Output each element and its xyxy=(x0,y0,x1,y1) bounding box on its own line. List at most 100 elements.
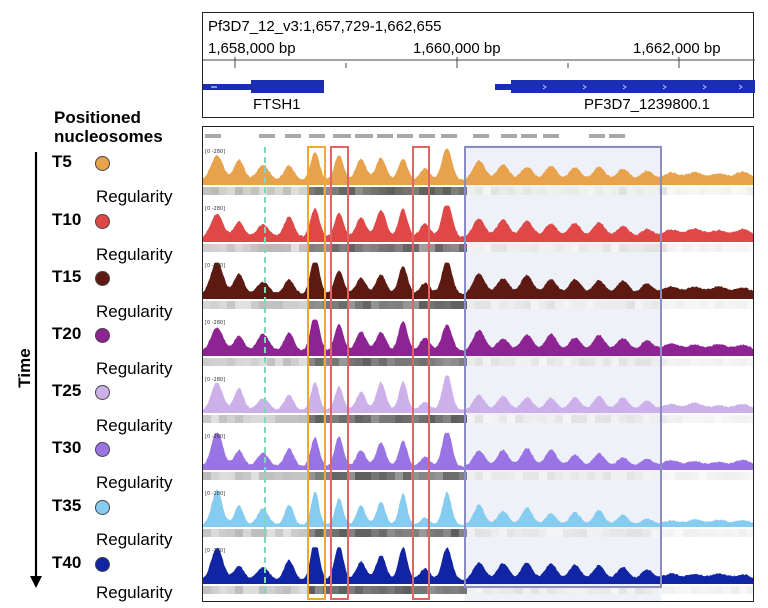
regularity-cell xyxy=(627,358,635,366)
regularity-cell xyxy=(579,415,587,423)
regularity-cell xyxy=(235,358,243,366)
regularity-cell xyxy=(539,529,547,537)
regularity-cell xyxy=(371,472,379,480)
ruler-and-genes xyxy=(203,57,755,93)
regularity-cell xyxy=(643,586,651,594)
regularity-cell xyxy=(339,415,347,423)
regularity-cell xyxy=(539,358,547,366)
regularity-cell xyxy=(531,415,539,423)
regularity-cell xyxy=(531,586,539,594)
regularity-cell xyxy=(523,358,531,366)
regularity-cell xyxy=(523,529,531,537)
regularity-cell xyxy=(635,472,643,480)
regularity-cell xyxy=(379,358,387,366)
regularity-cell xyxy=(427,187,435,195)
gene-label-ftsh1[interactable]: FTSH1 xyxy=(253,96,301,113)
regularity-cell xyxy=(315,244,323,252)
sample-label-t40: T40 xyxy=(52,553,82,572)
regularity-cell xyxy=(267,529,275,537)
regularity-cell xyxy=(491,415,499,423)
regularity-label-t35: Regularity xyxy=(96,530,173,549)
regularity-cell xyxy=(555,187,563,195)
regularity-cell xyxy=(259,244,267,252)
regularity-cell xyxy=(723,472,731,480)
positioned-nucleosome-14 xyxy=(543,134,559,138)
sample-dot-t15 xyxy=(95,271,110,286)
positioned-nucleosome-5 xyxy=(333,134,351,138)
regularity-cell xyxy=(259,187,267,195)
positioned-nucleosome-1 xyxy=(205,134,221,138)
regularity-cell xyxy=(379,415,387,423)
regularity-cell xyxy=(571,586,579,594)
regularity-cell xyxy=(267,244,275,252)
regularity-cell xyxy=(667,529,675,537)
regularity-cell xyxy=(299,358,307,366)
gene-label-pf3d7[interactable]: PF3D7_1239800.1 xyxy=(584,96,710,113)
regularity-cell xyxy=(347,415,355,423)
regularity-cell xyxy=(603,358,611,366)
regularity-cell xyxy=(531,358,539,366)
scale-label-t20: [0 -280] xyxy=(205,320,225,326)
positioned-nucleosome-8 xyxy=(397,134,413,138)
coverage-track-t20 xyxy=(203,319,753,356)
regularity-cell xyxy=(347,586,355,594)
regularity-cell xyxy=(723,187,731,195)
regularity-cell xyxy=(387,415,395,423)
coverage-tracks[interactable]: [0 -280] [0 -280] [0 -280] [0 -280] [0 -280]… xyxy=(203,127,754,602)
regularity-cell xyxy=(419,244,427,252)
regularity-cell xyxy=(355,586,363,594)
regularity-cell xyxy=(675,415,683,423)
regularity-cell xyxy=(323,586,331,594)
regularity-cell xyxy=(427,472,435,480)
regularity-cell xyxy=(323,415,331,423)
regularity-cell xyxy=(307,529,315,537)
regularity-cell xyxy=(595,244,603,252)
regularity-cell xyxy=(499,301,507,309)
regularity-cell xyxy=(427,244,435,252)
regularity-cell xyxy=(507,301,515,309)
regularity-cell xyxy=(323,301,331,309)
regularity-cell xyxy=(451,472,459,480)
regularity-cell xyxy=(443,415,451,423)
regularity-cell xyxy=(707,187,715,195)
regularity-cell xyxy=(611,415,619,423)
regularity-cell xyxy=(515,244,523,252)
regularity-cell xyxy=(275,472,283,480)
regularity-cell xyxy=(283,586,291,594)
regularity-cell xyxy=(659,472,667,480)
regularity-cell xyxy=(571,472,579,480)
regularity-cell xyxy=(475,187,483,195)
regularity-cell xyxy=(563,586,571,594)
highlight-box-blue xyxy=(464,146,662,588)
regularity-cell xyxy=(747,301,753,309)
regularity-cell xyxy=(283,301,291,309)
regularity-cell xyxy=(211,586,219,594)
regularity-cell xyxy=(507,244,515,252)
regularity-cell xyxy=(219,415,227,423)
regularity-cell xyxy=(419,301,427,309)
regularity-cell xyxy=(611,187,619,195)
regularity-cell xyxy=(747,187,753,195)
regularity-cell xyxy=(523,472,531,480)
locus-coordinate[interactable]: Pf3D7_12_v3:1,657,729-1,662,655 xyxy=(208,18,442,35)
regularity-cell xyxy=(699,529,707,537)
regularity-cell xyxy=(419,586,427,594)
regularity-cell xyxy=(379,472,387,480)
regularity-cell xyxy=(467,187,475,195)
regularity-cell xyxy=(475,529,483,537)
regularity-cell xyxy=(451,529,459,537)
regularity-cell xyxy=(531,244,539,252)
regularity-cell xyxy=(611,301,619,309)
time-axis-label: Time xyxy=(15,348,34,388)
regularity-cell xyxy=(747,472,753,480)
regularity-cell xyxy=(387,301,395,309)
regularity-cell xyxy=(651,529,659,537)
regularity-cell xyxy=(643,187,651,195)
regularity-cell xyxy=(203,187,211,195)
highlight-box-red-2 xyxy=(412,146,430,600)
regularity-cell xyxy=(579,187,587,195)
regularity-cell xyxy=(627,415,635,423)
regularity-cell xyxy=(571,187,579,195)
regularity-cell xyxy=(587,301,595,309)
regularity-cell xyxy=(283,187,291,195)
